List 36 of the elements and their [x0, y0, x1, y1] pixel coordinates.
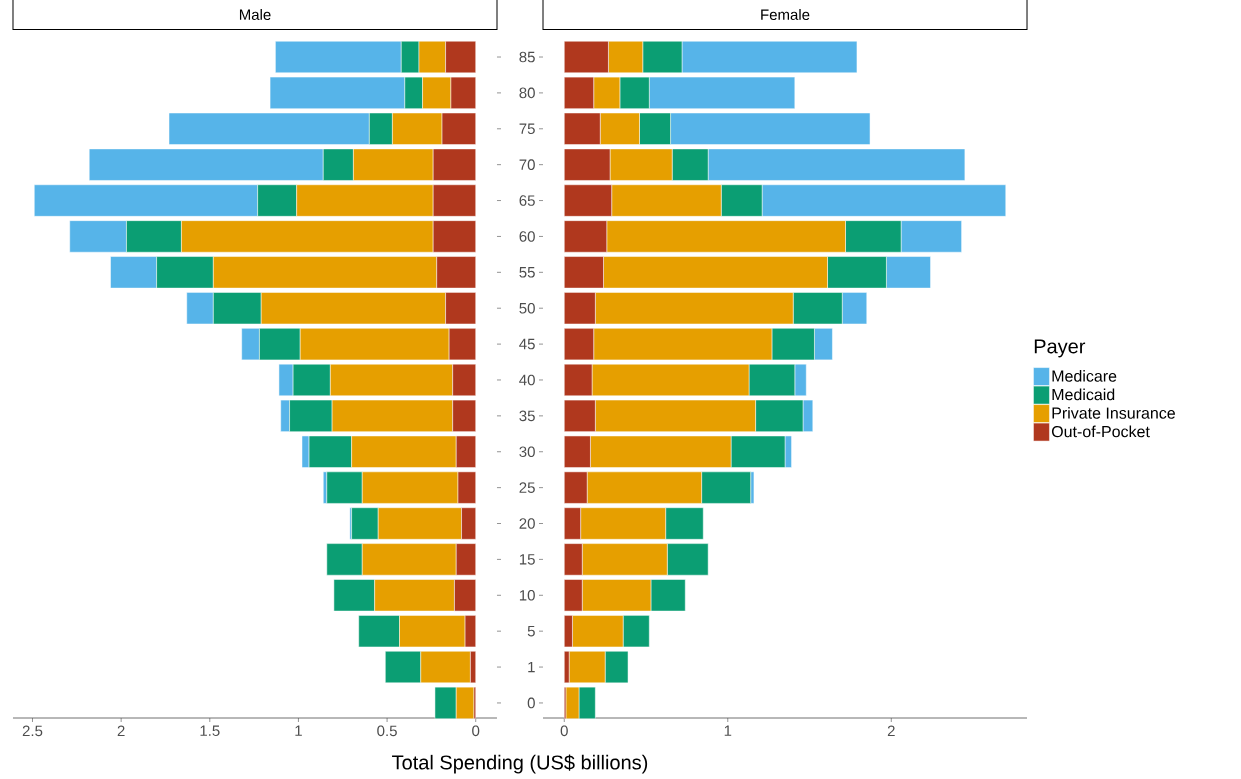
- y-tick-label: 30: [519, 446, 535, 458]
- y-tick-label: 0: [527, 697, 535, 709]
- legend-label: Medicare: [1052, 370, 1117, 382]
- legend-title: Payer: [1034, 339, 1086, 358]
- x-tick-label: 0: [472, 725, 480, 737]
- x-tick-label: 2: [117, 725, 125, 737]
- y-tick-label: 45: [519, 338, 535, 350]
- y-tick-label: 35: [519, 410, 535, 422]
- y-tick-label: 55: [519, 267, 535, 278]
- legend-label: Out-of-Pocket: [1051, 425, 1150, 438]
- y-tick-label: 20: [519, 518, 535, 529]
- y-tick-label: 80: [519, 87, 535, 99]
- x-tick-label: 0: [560, 725, 568, 737]
- y-tick-label: 65: [519, 195, 535, 206]
- legend-label: Medicaid: [1052, 388, 1115, 401]
- x-tick-label: 1: [724, 725, 732, 736]
- y-tick-label: 1: [528, 661, 535, 673]
- x-tick-label: 2.5: [22, 725, 43, 737]
- y-tick-label: 60: [519, 231, 535, 242]
- x-tick-label: 1.5: [200, 725, 220, 736]
- chart-title: Female: [761, 8, 810, 20]
- y-tick-label: 10: [519, 589, 535, 601]
- y-tick-label: 70: [519, 159, 535, 170]
- x-axis-title: Total Spending (US$ billions): [392, 754, 648, 774]
- y-tick-label: 50: [519, 302, 535, 314]
- y-tick-label: 25: [519, 482, 535, 493]
- x-tick-label: 0.5: [377, 725, 397, 737]
- y-tick-label: 40: [519, 374, 535, 386]
- y-tick-label: 5: [527, 625, 535, 637]
- legend-label: Private Insurance: [1052, 407, 1175, 419]
- y-tick-label: 85: [519, 51, 535, 63]
- y-tick-label: 75: [519, 123, 535, 135]
- x-tick-label: 2: [887, 725, 895, 737]
- x-tick-label: 1: [295, 725, 302, 736]
- chart-title: Male: [239, 8, 271, 20]
- y-tick-label: 15: [519, 554, 535, 565]
